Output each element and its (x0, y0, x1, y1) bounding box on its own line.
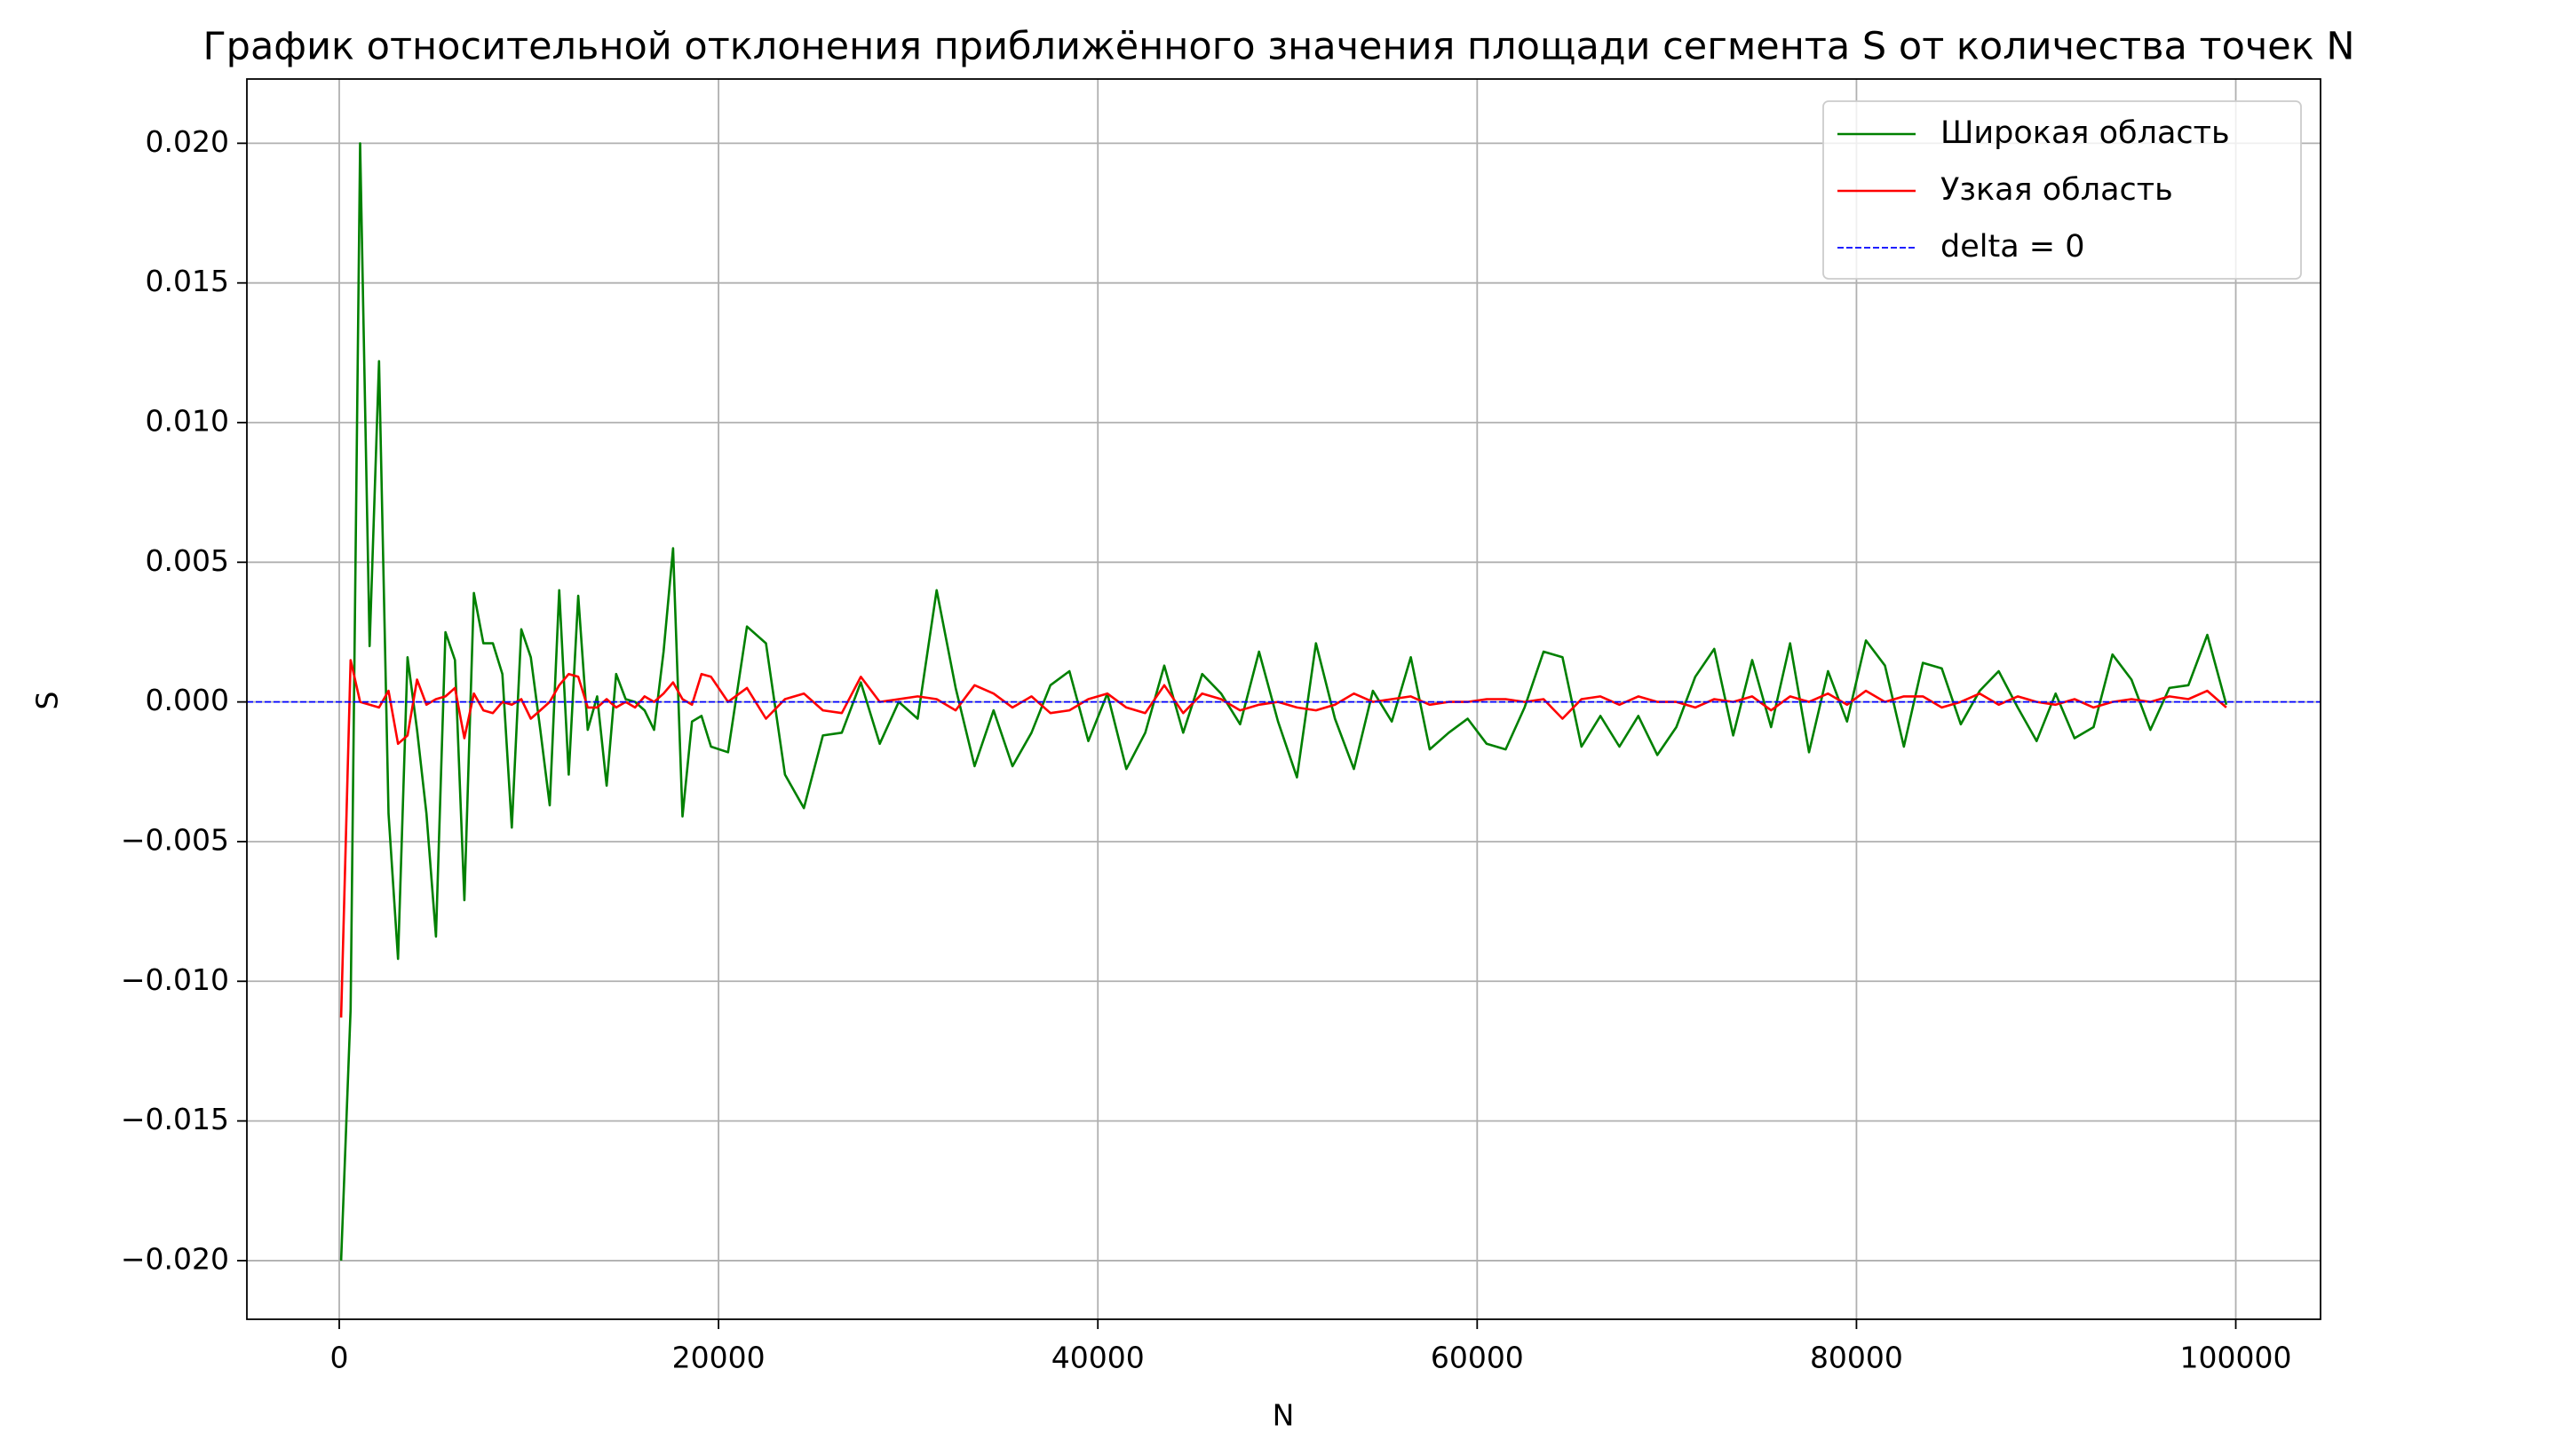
y-tick-label: 0.005 (146, 543, 229, 578)
x-axis-label: N (1273, 1398, 1295, 1433)
x-tick-label: 0 (330, 1341, 349, 1375)
legend-label: delta = 0 (1940, 229, 2085, 265)
series-line (339, 659, 2227, 1018)
series-line (339, 142, 2228, 1261)
y-tick-label: −0.005 (121, 822, 229, 857)
x-tick-label: 20000 (672, 1341, 766, 1375)
x-tick-label: 80000 (1810, 1341, 1903, 1375)
legend-label: Узкая область (1940, 172, 2173, 208)
y-tick-label: −0.015 (121, 1102, 229, 1136)
y-tick-label: 0.020 (146, 124, 229, 159)
x-tick-label: 40000 (1051, 1341, 1145, 1375)
legend-label: Широкая область (1940, 115, 2230, 151)
y-tick-label: 0.015 (146, 264, 229, 298)
y-tick-label: −0.010 (121, 962, 229, 997)
y-tick-label: 0.010 (146, 404, 229, 439)
y-axis-label: S (30, 692, 65, 710)
chart-title: График относительной отклонения приближё… (202, 25, 2354, 69)
y-tick-label: −0.020 (121, 1241, 229, 1276)
x-tick-label: 100000 (2180, 1341, 2292, 1375)
legend-box (1822, 100, 2302, 280)
x-tick-label: 60000 (1431, 1341, 1524, 1375)
y-tick-label: 0.000 (146, 683, 229, 717)
axes-frame (246, 78, 2321, 1320)
